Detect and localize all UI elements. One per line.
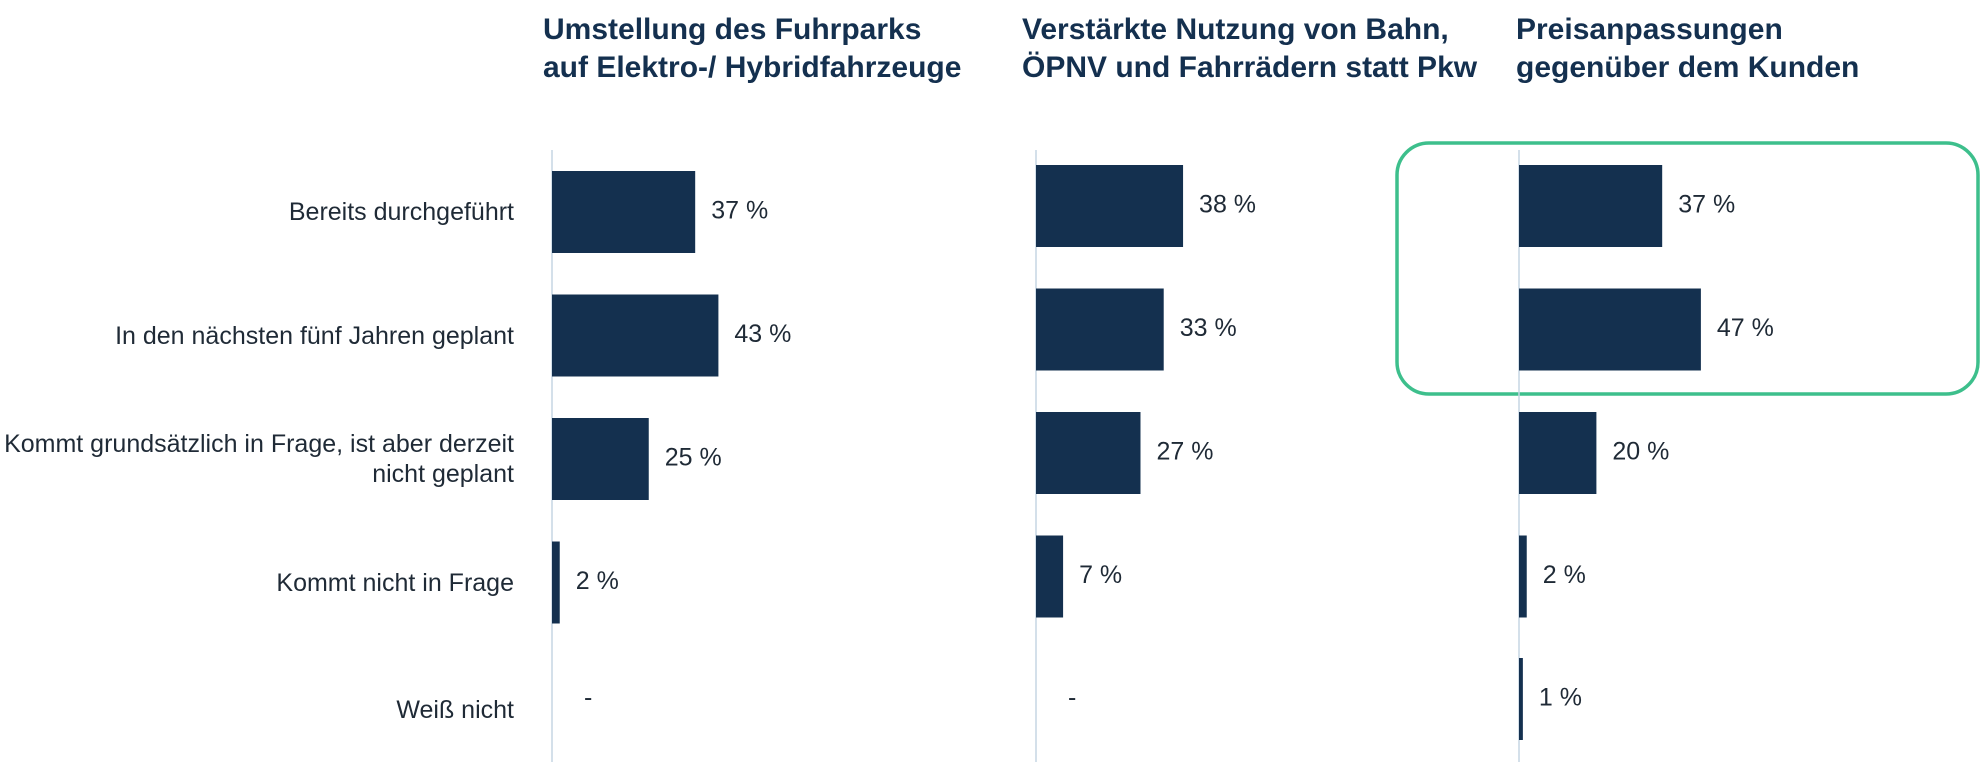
value-label: 27 % — [1156, 438, 1213, 466]
bar — [1519, 658, 1523, 740]
bar — [1036, 288, 1164, 371]
value-label: 37 % — [1678, 191, 1735, 219]
bar — [1036, 165, 1184, 247]
value-label: 2 % — [1543, 561, 1586, 589]
category-label: Weiß nicht — [396, 696, 514, 724]
value-label: 2 % — [576, 567, 619, 595]
value-label: 43 % — [734, 320, 791, 348]
bar — [552, 541, 560, 624]
bar — [1519, 535, 1527, 618]
value-label: 1 % — [1539, 684, 1582, 712]
chart-title: Umstellung des Fuhrparks auf Elektro-/ H… — [543, 13, 962, 84]
highlight-box — [1395, 141, 1980, 396]
bar — [1036, 412, 1141, 494]
category-label: Kommt nicht in Frage — [276, 568, 514, 597]
bar — [1036, 535, 1064, 618]
value-label: 7 % — [1079, 561, 1122, 589]
bar — [552, 171, 696, 253]
chart-title: Verstärkte Nutzung von Bahn, ÖPNV und Fa… — [1022, 13, 1478, 84]
category-label: Kommt grundsätzlich in Frage, ist aber d… — [4, 430, 514, 488]
bar — [1519, 412, 1597, 494]
bar — [552, 294, 719, 377]
bar — [1519, 165, 1663, 247]
value-label: - — [1068, 684, 1076, 712]
category-label: In den nächsten fünf Jahren geplant — [115, 321, 514, 350]
value-label: 38 % — [1199, 191, 1256, 219]
value-label: 37 % — [711, 197, 768, 225]
category-label: Bereits durchgeführt — [288, 198, 514, 226]
bar — [1519, 288, 1701, 371]
value-label: 25 % — [665, 444, 722, 472]
value-label: 47 % — [1717, 314, 1774, 342]
value-label: 33 % — [1180, 314, 1237, 342]
chart-title: Preisanpassungen gegenüber dem Kunden — [1516, 13, 1860, 84]
value-label: 20 % — [1612, 438, 1669, 466]
bar — [552, 418, 649, 500]
value-label: - — [584, 684, 592, 712]
